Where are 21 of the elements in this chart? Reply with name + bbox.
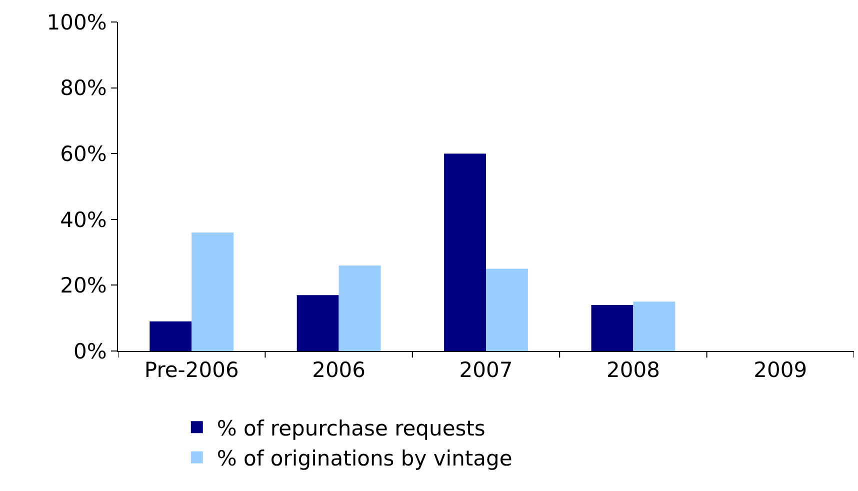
- legend-label: % of originations by vintage: [216, 446, 512, 471]
- bar: [591, 304, 634, 351]
- x-tick-label: Pre-2006: [144, 358, 239, 382]
- bar: [192, 232, 234, 351]
- x-tick-label: 2006: [312, 358, 366, 382]
- y-tick-label: 100%: [46, 10, 107, 34]
- x-tick-label: 2009: [754, 358, 808, 382]
- y-tick-label: 60%: [60, 142, 107, 166]
- bar: [633, 302, 676, 351]
- bar: [486, 268, 528, 351]
- y-tick-label: 80%: [60, 76, 107, 100]
- x-tick-label: 2007: [459, 358, 513, 382]
- bar: [444, 154, 486, 351]
- y-tick-label: 40%: [60, 208, 107, 232]
- x-tick-label: 2008: [606, 358, 660, 382]
- bar: [150, 321, 192, 351]
- legend-label: % of repurchase requests: [216, 416, 486, 440]
- y-tick-label: 0%: [73, 339, 107, 364]
- y-tick-label: 20%: [60, 274, 107, 298]
- bar: [296, 295, 339, 351]
- bar: [338, 265, 381, 351]
